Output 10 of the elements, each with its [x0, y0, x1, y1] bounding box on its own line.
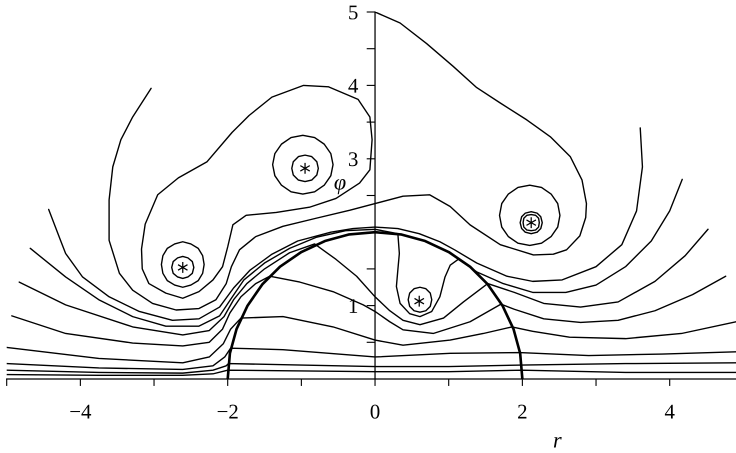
y-tick-label: 3	[348, 152, 358, 166]
y-axis-title: φ	[334, 178, 346, 194]
x-tick-label: 0	[370, 404, 380, 419]
x-tick-label: −2	[218, 404, 238, 418]
x-axis-title: r	[554, 436, 562, 448]
x-tick-label: 2	[518, 404, 526, 418]
y-tick-label: 4	[348, 78, 358, 93]
x-tick-label: −4	[70, 404, 92, 418]
x-tick-label: 4	[664, 404, 675, 418]
y-tick-label: 5	[349, 6, 358, 20]
